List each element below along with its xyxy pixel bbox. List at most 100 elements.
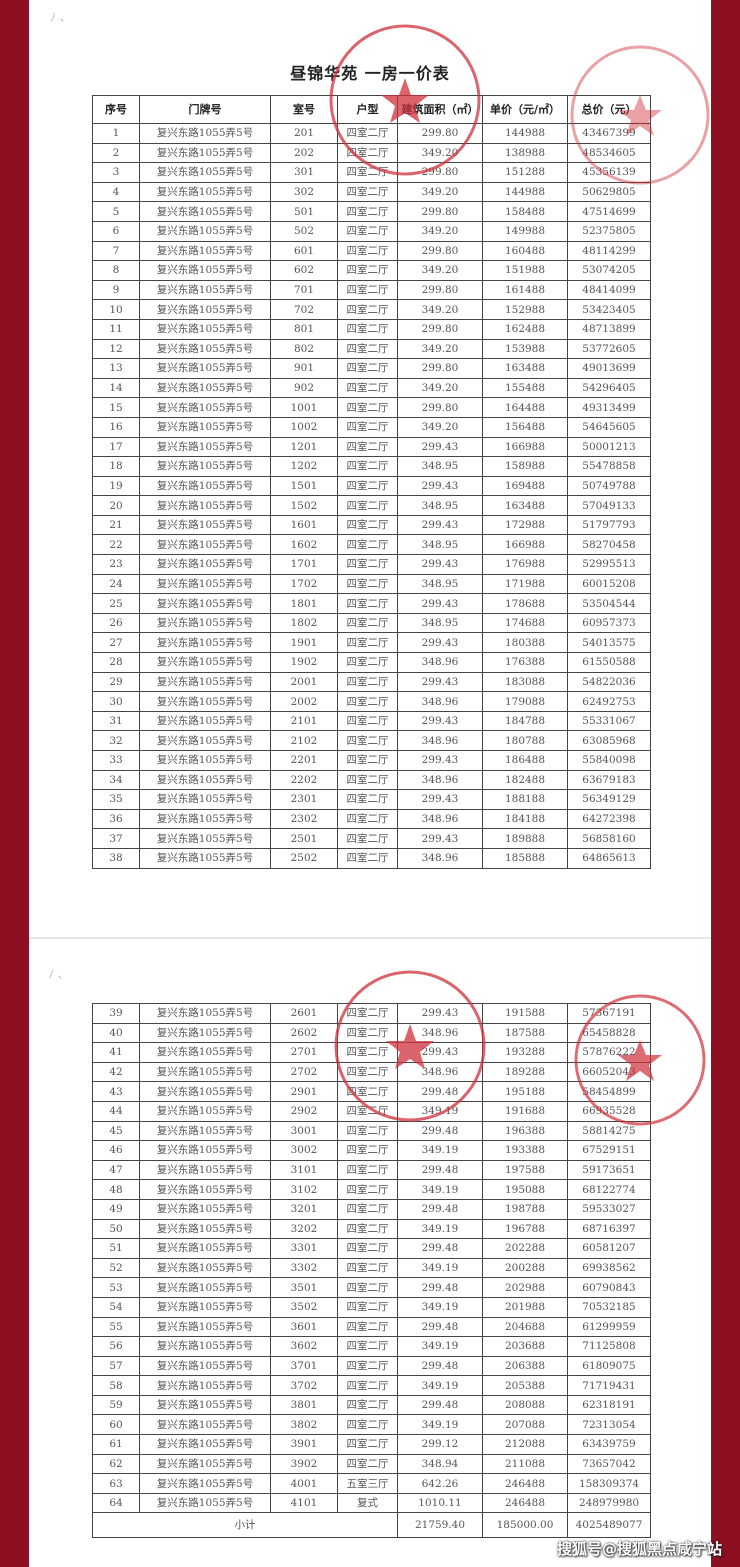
cell-unit-price: 195088: [482, 1179, 568, 1200]
cell-seq: 49: [92, 1198, 140, 1220]
cell-layout: 四室二厅: [337, 1179, 398, 1200]
cell-seq: 37: [92, 828, 140, 849]
cell-unit-price: 158488: [482, 201, 568, 222]
cell-unit-price: 211088: [482, 1453, 568, 1475]
cell-total-price: 63085968: [567, 730, 651, 751]
cell-address: 复兴东路1055弄5号: [139, 1394, 271, 1416]
table-row: 13 复兴东路1055弄5号 901 四室二厅 299.80 163488 49013699: [92, 358, 651, 379]
cell-layout: 四室二厅: [337, 279, 398, 301]
cell-area: 349.19: [397, 1100, 483, 1122]
cell-room: 1801: [270, 593, 338, 614]
table-row: 47 复兴东路1055弄5号 3101 四室二厅 299.48 197588 5917365…: [92, 1159, 651, 1181]
cell-room: 301: [270, 162, 338, 183]
cell-unit-price: 163488: [482, 358, 568, 379]
table-row: 55 复兴东路1055弄5号 3601 四室二厅 299.48 204688 6129995…: [92, 1316, 651, 1338]
cell-seq: 30: [92, 691, 140, 712]
cell-unit-price: 191588: [482, 1003, 568, 1024]
cell-room: 2901: [270, 1081, 338, 1102]
table-row: 17 复兴东路1055弄5号 1201 四室二厅 299.43 166988 5000121…: [92, 436, 651, 458]
cell-address: 复兴东路1055弄5号: [139, 1042, 271, 1063]
cell-layout: 四室二厅: [337, 1218, 398, 1240]
cell-unit-price: 162488: [482, 318, 568, 340]
cell-seq: 47: [92, 1159, 140, 1181]
cell-layout: 四室二厅: [337, 1120, 398, 1142]
cell-layout: 四室二厅: [337, 1296, 398, 1318]
cell-seq: 55: [92, 1316, 140, 1338]
cell-total-price: 53423405: [567, 299, 651, 320]
cell-total-price: 50749788: [567, 475, 651, 497]
cell-unit-price: 208088: [482, 1394, 568, 1416]
cell-total-price: 55478858: [567, 456, 651, 477]
cell-unit-price: 169488: [482, 475, 568, 497]
cell-layout: 四室二厅: [337, 710, 398, 732]
cell-total-price: 49313499: [567, 397, 651, 418]
cell-area: 348.95: [397, 456, 483, 477]
cell-area: 299.43: [397, 1003, 483, 1024]
cell-room: 3001: [270, 1120, 338, 1142]
cell-total-price: 61550588: [567, 652, 651, 673]
cell-address: 复兴东路1055弄5号: [139, 1473, 271, 1494]
cell-total-price: 71719431: [567, 1375, 651, 1396]
cell-room: 2902: [270, 1100, 338, 1122]
cell-seq: 39: [92, 1003, 140, 1024]
cell-layout: 四室二厅: [337, 338, 398, 360]
cell-area: 349.20: [397, 416, 483, 438]
cell-unit-price: 212088: [482, 1434, 568, 1455]
table-row: 46 复兴东路1055弄5号 3002 四室二厅 349.19 193388 6752915…: [92, 1140, 651, 1161]
cell-address: 复兴东路1055弄5号: [139, 475, 271, 497]
cell-seq: 58: [92, 1375, 140, 1396]
table-row: 53 复兴东路1055弄5号 3501 四室二厅 299.48 202988 6079084…: [92, 1277, 651, 1298]
cell-address: 复兴东路1055弄5号: [139, 279, 271, 301]
cell-address: 复兴东路1055弄5号: [139, 397, 271, 418]
cell-unit-price: 144988: [482, 181, 568, 203]
cell-room: 701: [270, 279, 338, 301]
cell-seq: 19: [92, 475, 140, 497]
cell-room: 502: [270, 220, 338, 242]
cell-layout: 四室二厅: [337, 397, 398, 418]
cell-area: 348.96: [397, 1061, 483, 1083]
cell-room: 1501: [270, 475, 338, 497]
cell-area: 299.43: [397, 436, 483, 458]
cell-address: 复兴东路1055弄5号: [139, 123, 271, 144]
cell-seq: 29: [92, 671, 140, 693]
cell-room: 3901: [270, 1434, 338, 1455]
cell-room: 3002: [270, 1140, 338, 1161]
cell-area: 348.94: [397, 1453, 483, 1475]
cell-unit-price: 183088: [482, 671, 568, 693]
cell-room: 2601: [270, 1003, 338, 1024]
cell-seq: 4: [92, 181, 140, 203]
cell-room: 3202: [270, 1218, 338, 1240]
cell-room: 1001: [270, 397, 338, 418]
cell-seq: 44: [92, 1100, 140, 1122]
cell-address: 复兴东路1055弄5号: [139, 671, 271, 693]
cell-address: 复兴东路1055弄5号: [139, 750, 271, 771]
cell-layout: 四室二厅: [337, 1375, 398, 1396]
table-row: 24 复兴东路1055弄5号 1702 四室二厅 348.95 171988 6001520…: [92, 573, 651, 595]
cell-total-price: 64865613: [567, 847, 651, 869]
cell-unit-price: 198788: [482, 1198, 568, 1220]
cell-total-price: 57049133: [567, 495, 651, 516]
cell-layout: 四室二厅: [337, 1003, 398, 1024]
cell-layout: 四室二厅: [337, 495, 398, 516]
cell-total-price: 63679183: [567, 769, 651, 791]
cell-room: 3502: [270, 1296, 338, 1318]
table-row: 64 复兴东路1055弄5号 4101 复式 1010.11 246488 24897998…: [92, 1492, 651, 1514]
cell-area: 349.19: [397, 1375, 483, 1396]
cell-unit-price: 201988: [482, 1296, 568, 1318]
cell-layout: 四室二厅: [337, 162, 398, 183]
cell-layout: 四室二厅: [337, 1140, 398, 1161]
cell-address: 复兴东路1055弄5号: [139, 769, 271, 791]
cell-total-price: 55331067: [567, 710, 651, 732]
cell-address: 复兴东路1055弄5号: [139, 847, 271, 869]
cell-room: 2002: [270, 691, 338, 712]
cell-area: 299.80: [397, 201, 483, 222]
table-row: 44 复兴东路1055弄5号 2902 四室二厅 349.19 191688 6693552…: [92, 1100, 651, 1122]
table-row: 6 复兴东路1055弄5号 502 四室二厅 349.20 149988 52375805: [92, 220, 651, 242]
cell-total-price: 68122774: [567, 1179, 651, 1200]
cell-room: 3102: [270, 1179, 338, 1200]
table-row: 28 复兴东路1055弄5号 1902 四室二厅 348.96 176388 6155058…: [92, 652, 651, 673]
cell-total-price: 70532185: [567, 1296, 651, 1318]
cell-address: 复兴东路1055弄5号: [139, 1238, 271, 1259]
cell-layout: 四室二厅: [337, 808, 398, 830]
cell-address: 复兴东路1055弄5号: [139, 358, 271, 379]
